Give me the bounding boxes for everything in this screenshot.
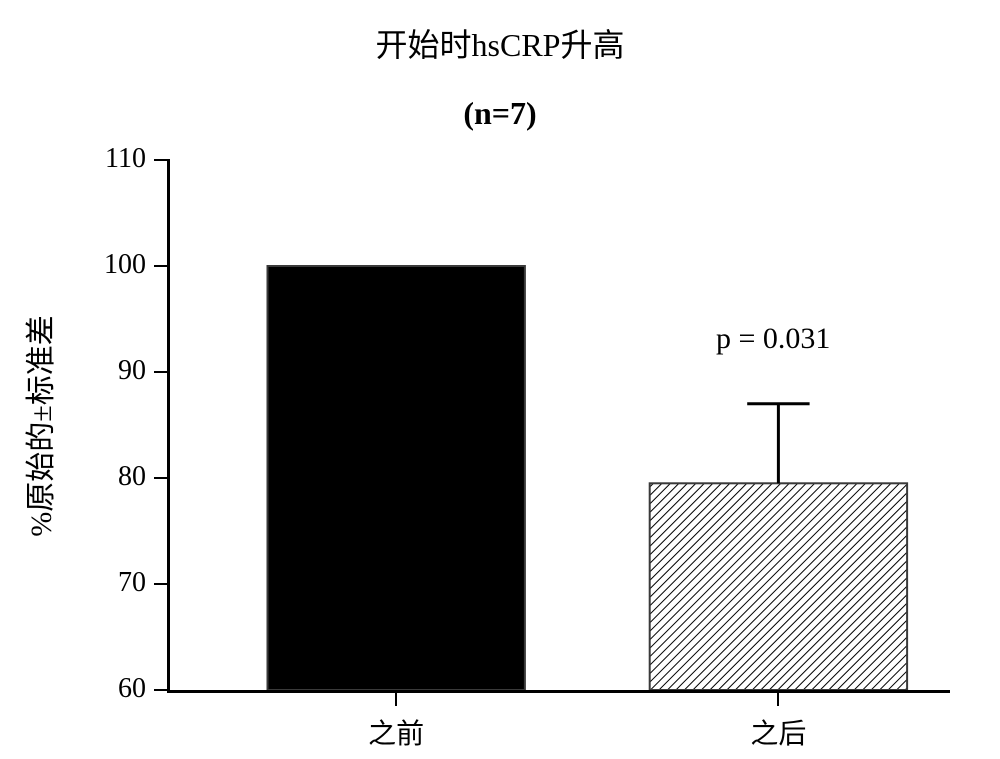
bar-0 [268,266,525,690]
y-tick-label: 80 [76,461,146,493]
y-tick-label: 90 [76,355,146,387]
y-tick [154,371,170,373]
y-axis-label: %原始的±标准差 [16,161,60,691]
y-axis-line [167,160,170,690]
y-tick [154,159,170,161]
y-tick-label: 110 [76,143,146,175]
y-tick-label: 100 [76,249,146,281]
x-tick-label: 之前 [316,712,476,752]
x-tick-label: 之后 [698,712,858,752]
chart-title: 开始时hsCRP升高 [0,20,1000,66]
x-tick [395,690,397,706]
y-tick [154,689,170,691]
bar-1 [650,483,907,690]
y-tick-label: 60 [76,673,146,705]
p-value-annotation: p = 0.031 [716,322,830,356]
chart-subtitle: (n=7) [0,95,1000,132]
plot-svg [170,160,950,690]
x-axis-line [167,690,950,693]
figure: { "chart": { "type": "bar", "title": "开始… [0,0,1000,759]
x-tick [777,690,779,706]
y-tick [154,265,170,267]
y-tick [154,583,170,585]
y-tick [154,477,170,479]
y-tick-label: 70 [76,567,146,599]
plot-area [170,160,950,690]
